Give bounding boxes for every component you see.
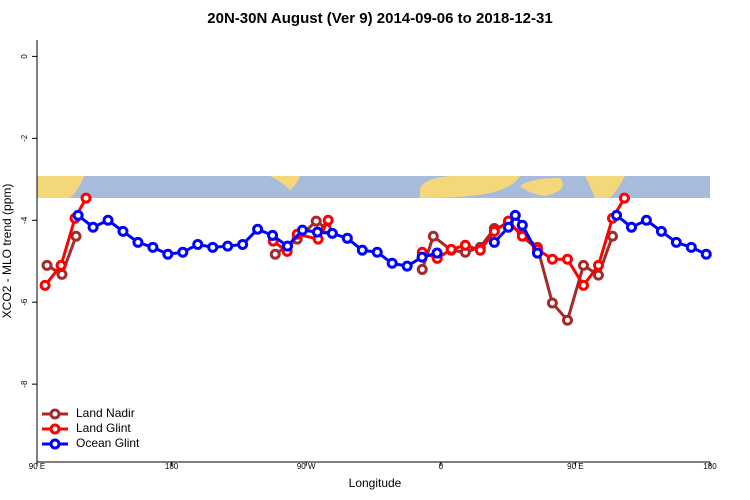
point <box>445 243 457 255</box>
y-tick-label: -4 <box>20 216 29 224</box>
legend-label: Ocean Glint <box>76 436 140 450</box>
point <box>326 227 338 239</box>
point <box>546 297 558 309</box>
point <box>56 268 68 280</box>
point <box>488 225 500 237</box>
point <box>177 246 189 258</box>
point <box>655 225 667 237</box>
point <box>70 230 82 242</box>
point <box>577 279 589 291</box>
point <box>282 240 294 252</box>
x-tick-label: 180 <box>703 462 717 471</box>
legend-marker <box>49 423 61 435</box>
point <box>162 248 174 260</box>
point <box>117 225 129 237</box>
x-axis-label: Longitude <box>349 476 402 490</box>
legend-marker <box>49 438 61 450</box>
point <box>311 226 323 238</box>
point <box>296 224 308 236</box>
point <box>685 241 697 253</box>
point <box>322 214 334 226</box>
point <box>640 214 652 226</box>
point <box>502 221 514 233</box>
point <box>132 236 144 248</box>
point <box>39 279 51 291</box>
point <box>431 247 443 259</box>
point <box>147 241 159 253</box>
point <box>310 215 322 227</box>
point <box>670 236 682 248</box>
point <box>592 259 604 271</box>
y-axis-label: XCO2 - MLO trend (ppm) <box>0 184 14 319</box>
legend-label: Land Glint <box>76 421 131 435</box>
point <box>509 209 521 221</box>
point <box>237 238 249 250</box>
point <box>611 209 623 221</box>
point <box>625 221 637 233</box>
point <box>207 241 219 253</box>
point <box>252 223 264 235</box>
x-tick-label: 90 E <box>29 462 45 471</box>
point <box>416 251 428 263</box>
point <box>401 260 413 272</box>
y-tick-label: -6 <box>20 298 29 306</box>
point <box>618 192 630 204</box>
chart-title: 20N-30N August (Ver 9) 2014-09-06 to 201… <box>207 10 552 27</box>
point <box>592 269 604 281</box>
point <box>102 214 114 226</box>
point <box>516 230 528 242</box>
point <box>341 232 353 244</box>
point <box>606 230 618 242</box>
x-tick-label: 90 W <box>297 462 316 471</box>
point <box>474 244 486 256</box>
point <box>371 246 383 258</box>
point <box>41 259 53 271</box>
point <box>356 244 368 256</box>
point <box>561 253 573 265</box>
point <box>546 253 558 265</box>
x-tick-label: 0 <box>439 462 444 471</box>
point <box>192 238 204 250</box>
point <box>80 192 92 204</box>
series-line <box>43 197 626 289</box>
point <box>222 240 234 252</box>
y-tick-label: -2 <box>20 134 29 142</box>
point <box>416 263 428 275</box>
point <box>72 209 84 221</box>
x-tick-label: 90 E <box>567 462 583 471</box>
point <box>531 247 543 259</box>
point <box>87 221 99 233</box>
point <box>269 248 281 260</box>
point <box>516 219 528 231</box>
y-tick-label: -8 <box>20 380 29 388</box>
point <box>427 230 439 242</box>
point <box>386 257 398 269</box>
y-tick-label: 0 <box>20 54 29 59</box>
x-tick-label: 180 <box>165 462 179 471</box>
legend-label: Land Nadir <box>76 406 135 420</box>
legend-marker <box>49 408 61 420</box>
map-strip <box>37 176 710 198</box>
point <box>577 259 589 271</box>
point <box>459 239 471 251</box>
point <box>700 248 712 260</box>
point <box>267 229 279 241</box>
point <box>55 259 67 271</box>
point <box>561 314 573 326</box>
point <box>488 236 500 248</box>
